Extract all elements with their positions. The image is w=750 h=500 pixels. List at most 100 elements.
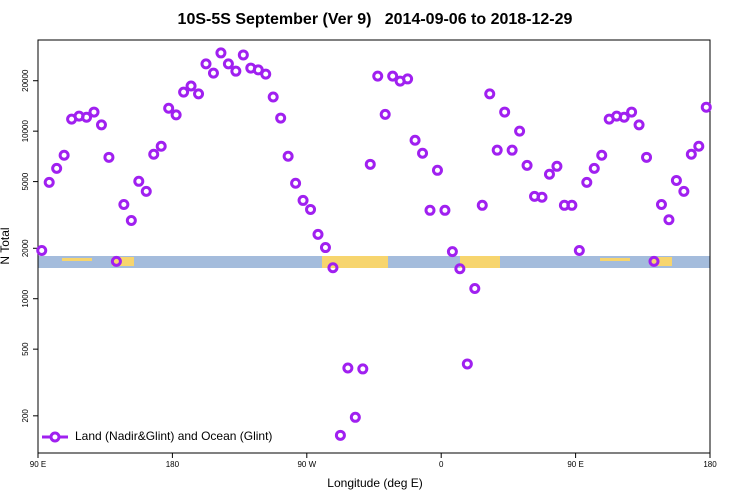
data-point — [491, 144, 503, 156]
y-tick-label: 20000 — [21, 69, 30, 92]
data-point — [163, 102, 175, 114]
data-point — [543, 168, 555, 180]
data-point — [334, 429, 346, 441]
map-strip — [38, 256, 710, 268]
data-point — [95, 119, 107, 131]
data-point — [260, 68, 272, 80]
data-point — [81, 111, 93, 123]
data-point — [275, 112, 287, 124]
data-point — [319, 242, 331, 254]
data-point — [200, 58, 212, 70]
data-point — [342, 362, 354, 374]
data-point — [282, 150, 294, 162]
data-point — [588, 162, 600, 174]
data-point — [484, 88, 496, 100]
data-point — [573, 244, 585, 256]
data-point — [379, 108, 391, 120]
x-tick-label: 0 — [439, 460, 444, 469]
data-point — [663, 214, 675, 226]
data-point — [364, 158, 376, 170]
data-point — [222, 58, 234, 70]
y-tick-label: 200 — [21, 409, 30, 423]
data-point — [431, 164, 443, 176]
data-point — [655, 198, 667, 210]
data-point — [118, 198, 130, 210]
x-tick-label: 90 W — [297, 460, 316, 469]
data-point — [215, 47, 227, 59]
data-point — [103, 151, 115, 163]
x-tick-label: 90 E — [30, 460, 46, 469]
y-tick-label: 10000 — [21, 119, 30, 142]
data-point — [267, 91, 279, 103]
data-point — [88, 106, 100, 118]
data-point — [506, 144, 518, 156]
data-point — [618, 111, 630, 123]
data-point — [409, 134, 421, 146]
data-point — [58, 149, 70, 161]
x-axis-label: Longitude (deg E) — [327, 476, 422, 490]
data-point — [596, 149, 608, 161]
data-point — [43, 176, 55, 188]
data-point — [700, 101, 712, 113]
data-point — [499, 106, 511, 118]
y-tick-label: 2000 — [21, 239, 30, 257]
data-point — [476, 199, 488, 211]
x-tick-label: 180 — [703, 460, 717, 469]
data-point — [581, 176, 593, 188]
data-point — [230, 65, 242, 77]
data-point — [237, 49, 249, 61]
data-point — [125, 214, 137, 226]
data-point — [454, 263, 466, 275]
y-tick-label: 1000 — [21, 289, 30, 307]
x-tick-label: 90 E — [567, 460, 583, 469]
data-point — [193, 88, 205, 100]
y-tick-label: 5000 — [21, 172, 30, 190]
data-point — [514, 125, 526, 137]
data-point — [155, 140, 167, 152]
data-point — [633, 119, 645, 131]
data-point — [641, 151, 653, 163]
data-point — [536, 191, 548, 203]
data-point — [372, 70, 384, 82]
data-point — [439, 204, 451, 216]
data-point — [693, 140, 705, 152]
y-axis-label: N Total — [0, 227, 12, 264]
data-point — [290, 177, 302, 189]
data-point — [178, 86, 190, 98]
data-point — [349, 411, 361, 423]
data-point — [670, 174, 682, 186]
data-point — [551, 160, 563, 172]
data-point — [51, 162, 63, 174]
data-point — [36, 244, 48, 256]
x-tick-label: 180 — [166, 460, 180, 469]
data-point — [461, 358, 473, 370]
data-point — [148, 148, 160, 160]
data-point — [521, 159, 533, 171]
data-point — [417, 147, 429, 159]
data-point — [140, 185, 152, 197]
data-point — [469, 283, 481, 295]
data-point — [327, 262, 339, 274]
data-point — [133, 175, 145, 187]
data-point — [305, 203, 317, 215]
data-point — [312, 228, 324, 240]
data-point — [566, 199, 578, 211]
data-point — [424, 204, 436, 216]
data-point — [685, 148, 697, 160]
data-point — [678, 185, 690, 197]
data-point — [170, 109, 182, 121]
data-point — [626, 106, 638, 118]
chart-title: 10S-5S September (Ver 9) 2014-09-06 to 2… — [178, 11, 573, 28]
data-point — [387, 70, 399, 82]
data-point — [357, 363, 369, 375]
data-point — [648, 255, 660, 267]
data-point — [207, 67, 219, 79]
data-point — [185, 80, 197, 92]
y-tick-label: 500 — [21, 342, 30, 356]
data-point — [446, 246, 458, 258]
legend-label: Land (Nadir&Glint) and Ocean (Glint) — [75, 429, 272, 443]
data-point — [297, 194, 309, 206]
data-point — [402, 73, 414, 85]
